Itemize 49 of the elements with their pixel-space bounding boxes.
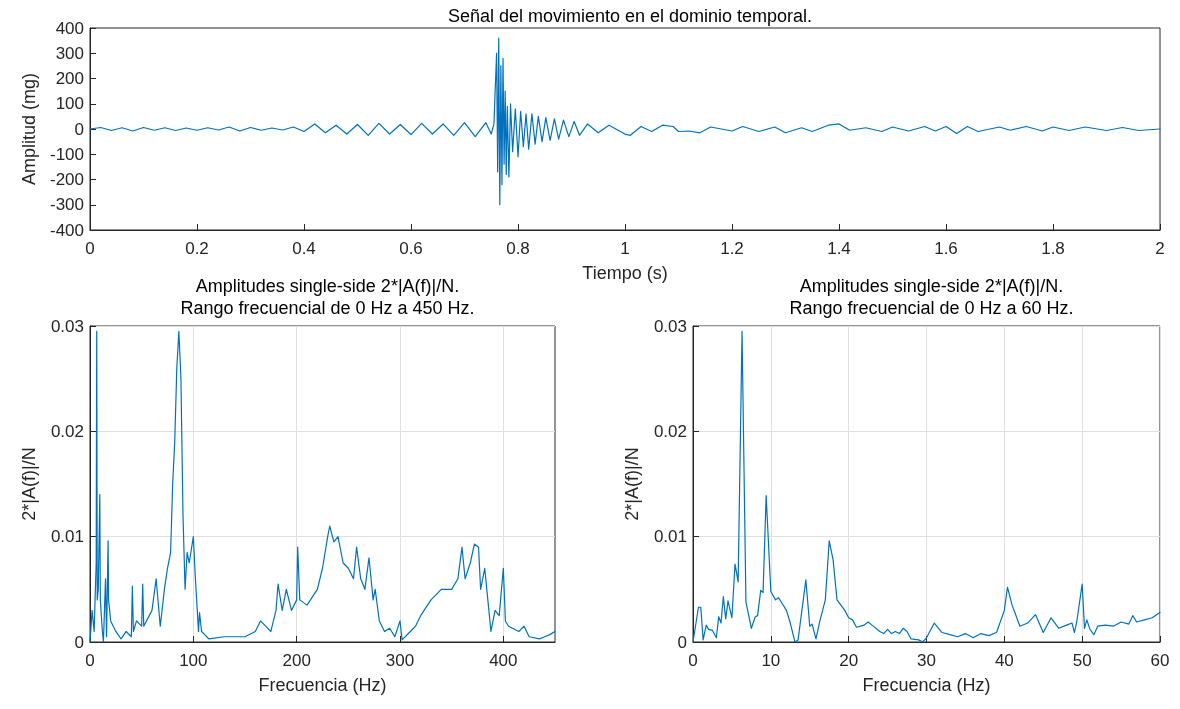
x-tick-label: 1 xyxy=(620,239,630,258)
x-tick-label: 0.4 xyxy=(292,239,316,258)
chart-subtitle: Rango frecuencial de 0 Hz a 450 Hz. xyxy=(180,298,475,318)
y-tick-label: 0.03 xyxy=(50,316,84,336)
x-tick-label: 40 xyxy=(994,651,1014,670)
x-axis-title: Frecuencia (Hz) xyxy=(258,675,387,695)
y-tick-label: 0 xyxy=(677,632,687,652)
x-tick-label: 1.6 xyxy=(934,239,958,258)
x-tick-label: 10 xyxy=(761,651,781,670)
y-tick-label: 100 xyxy=(55,94,84,114)
y-tick-label: 0.01 xyxy=(50,527,84,547)
y-tick-label: -300 xyxy=(49,195,84,215)
y-axis-title: 2*|A(f)|/N xyxy=(19,447,39,521)
x-tick-label: 2 xyxy=(1155,239,1165,258)
x-tick-label: 100 xyxy=(179,651,208,670)
x-tick-label: 0.6 xyxy=(399,239,423,258)
chart-title: Amplitudes single-side 2*|A(f)|/N. xyxy=(195,276,460,296)
chart-title: Señal del movimiento en el dominio temporal. xyxy=(447,6,813,26)
x-tick-label: 1.2 xyxy=(720,239,744,258)
y-tick-label: 0.02 xyxy=(50,421,84,441)
y-tick-label: 0.03 xyxy=(653,316,687,336)
x-axis-title: Tiempo (s) xyxy=(582,263,668,283)
y-tick-label: -200 xyxy=(49,170,84,189)
y-tick-label: 0 xyxy=(74,632,84,652)
x-axis-title: Frecuencia (Hz) xyxy=(862,675,991,695)
x-tick-label: 300 xyxy=(385,651,415,670)
y-tick-label: 200 xyxy=(55,69,84,88)
line-series xyxy=(89,37,1161,206)
x-tick-label: 200 xyxy=(282,651,311,670)
x-tick-label: 60 xyxy=(1150,651,1170,670)
x-tick-label: 0.2 xyxy=(185,239,209,258)
chart-title: Amplitudes single-side 2*|A(f)|/N. xyxy=(799,276,1064,296)
y-tick-label: -400 xyxy=(49,220,84,240)
y-tick-label: -100 xyxy=(49,144,84,164)
y-tick-label: 0.02 xyxy=(653,421,687,441)
x-tick-label: 0.8 xyxy=(506,239,530,258)
y-tick-label: 300 xyxy=(55,43,84,63)
x-tick-label: 1.8 xyxy=(1041,239,1065,258)
y-tick-label: 400 xyxy=(55,18,84,38)
x-tick-label: 50 xyxy=(1072,651,1092,670)
chart-subtitle: Rango frecuencial de 0 Hz a 60 Hz. xyxy=(789,298,1074,318)
y-tick-label: 0.01 xyxy=(653,527,687,547)
y-tick-label: 0 xyxy=(74,119,84,139)
x-tick-label: 1.4 xyxy=(827,239,851,258)
x-tick-label: 400 xyxy=(489,651,518,670)
x-tick-label: 20 xyxy=(839,651,859,670)
x-tick-label: 30 xyxy=(917,651,936,670)
y-axis-title: Amplitud (mg) xyxy=(19,72,39,186)
y-axis-title: 2*|A(f)|/N xyxy=(622,447,642,521)
